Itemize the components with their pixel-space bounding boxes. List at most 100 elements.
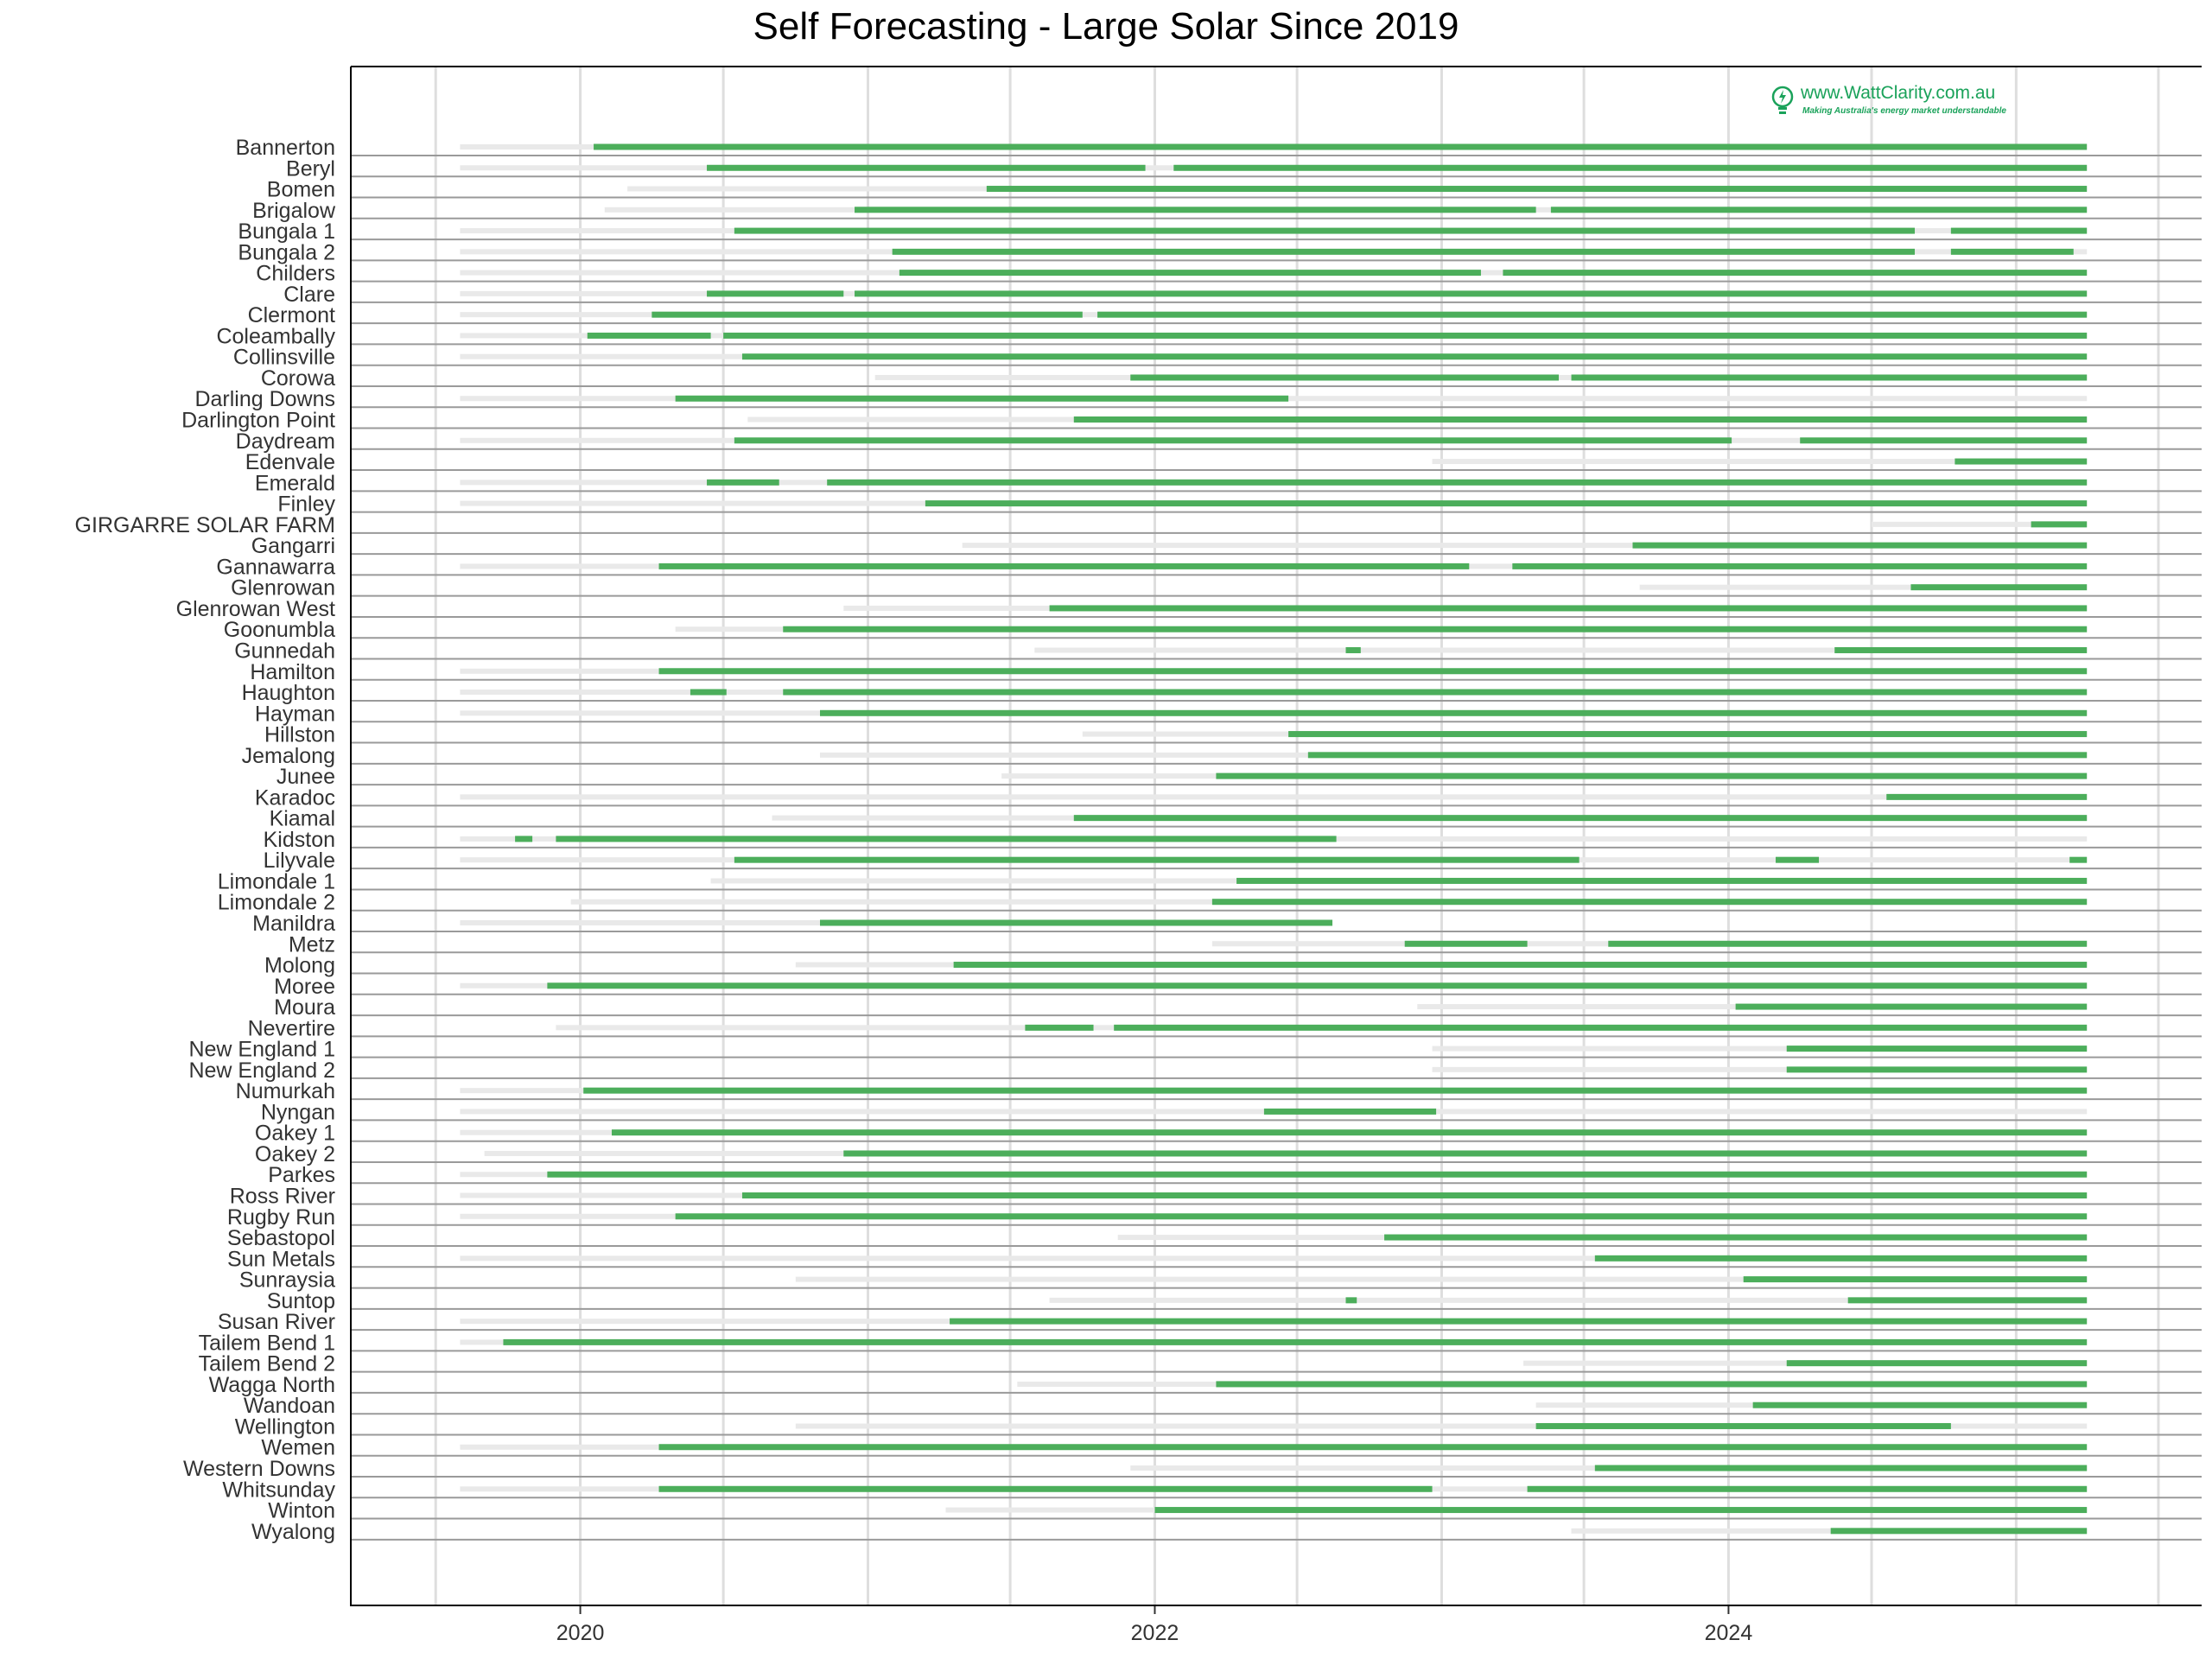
self-forecast-bar (583, 1087, 2088, 1094)
x-tick-label: 2020 (556, 1621, 605, 1645)
self-forecast-bar (658, 1485, 1433, 1492)
self-forecast-bar (820, 919, 1333, 926)
y-axis-label: Western Downs (183, 1457, 335, 1481)
self-forecast-bar (503, 1338, 2088, 1345)
y-axis-label: Brigalow (252, 199, 336, 223)
y-axis-label: Whitsunday (222, 1478, 335, 1502)
y-axis-label: Gunnedah (234, 639, 335, 663)
y-axis-label: Tailem Bend 2 (199, 1352, 335, 1376)
y-axis-label: Bomen (267, 178, 335, 202)
y-axis-label: Wandoan (244, 1394, 335, 1418)
y-axis-label: Bannerton (236, 136, 335, 160)
self-forecast-bar (1735, 1003, 2088, 1010)
self-forecast-bar (899, 270, 1481, 276)
y-axis-label: Susan River (218, 1310, 335, 1334)
x-tick-label: 2022 (1131, 1621, 1179, 1645)
y-axis-label: Childers (256, 262, 335, 286)
self-forecast-bar (827, 479, 2088, 486)
y-axis-label: Nyngan (261, 1100, 335, 1124)
y-axis-label: Kidston (264, 828, 335, 852)
self-forecast-bar (1345, 646, 1361, 653)
inactive-period-bar (795, 1423, 2088, 1429)
watermark-tagline: Making Australia's energy market underst… (1802, 106, 2006, 116)
y-axis-label: Manildra (252, 912, 335, 936)
self-forecast-bar (855, 207, 1536, 213)
self-forecast-bar (1384, 1234, 2088, 1241)
self-forecast-bar (2031, 521, 2088, 528)
y-axis-label: Darling Downs (194, 387, 335, 411)
self-forecast-bar (1216, 772, 2088, 779)
self-forecast-bar (820, 709, 2088, 716)
inactive-period-bar (795, 1276, 2088, 1282)
self-forecast-bar (783, 689, 2088, 696)
y-axis-label: Moura (274, 995, 335, 1020)
self-forecast-bar (741, 1192, 2088, 1198)
self-forecast-bar (1550, 207, 2088, 213)
y-axis-label: Nevertire (248, 1016, 335, 1040)
y-axis-label: Gannawarra (216, 555, 335, 579)
y-axis-label: Collinsville (233, 346, 335, 370)
self-forecast-bar (1955, 458, 2088, 465)
self-forecast-bar (723, 332, 2088, 339)
self-forecast-bar (1503, 270, 2088, 276)
y-axis-label: Wellington (235, 1414, 335, 1439)
self-forecast-bar (1571, 374, 2088, 381)
self-forecast-bar (547, 982, 2088, 989)
y-axis-label: Glenrowan (231, 576, 335, 601)
y-axis-label: Wagga North (209, 1373, 335, 1397)
y-axis-label: Suntop (267, 1289, 335, 1313)
y-axis-label: Parkes (268, 1163, 335, 1187)
self-forecast-bar (953, 962, 2088, 969)
self-forecast-bar (547, 1171, 2088, 1178)
self-forecast-bar (1535, 1422, 1951, 1429)
self-forecast-bar (675, 1213, 2088, 1220)
y-axis-label: New England 1 (188, 1038, 335, 1062)
y-axis-label: Molong (264, 954, 335, 978)
self-forecast-bar (707, 290, 844, 297)
y-axis-label: Daydream (236, 429, 335, 454)
y-axis-label: Moree (274, 975, 335, 999)
self-forecast-bar (1950, 248, 2074, 255)
y-axis-label: Clermont (248, 303, 335, 327)
self-forecast-bar (658, 1444, 2088, 1451)
self-forecast-bar (675, 395, 1289, 402)
self-forecast-bar (1910, 584, 2088, 591)
y-axis-label: Sun Metals (227, 1247, 335, 1271)
y-axis-label: Bungala 2 (238, 240, 335, 264)
self-forecast-bar (1752, 1402, 2088, 1408)
inactive-period-bar (1432, 1066, 2088, 1072)
self-forecast-bar (1288, 731, 2088, 738)
self-forecast-bar (1173, 164, 2088, 171)
self-forecast-bar (855, 290, 2088, 297)
y-axis-label: Edenvale (245, 450, 335, 474)
self-forecast-bar (1743, 1276, 2088, 1283)
watermark-url: www.WattClarity.com.au (1801, 83, 1996, 103)
inactive-period-bar (1049, 1297, 2088, 1303)
y-axis-label: Gangarri (251, 534, 335, 558)
y-axis-label: Winton (268, 1499, 335, 1523)
y-axis-label: Oakey 2 (255, 1142, 335, 1166)
y-axis-label: Numurkah (236, 1079, 335, 1103)
y-axis-label: Metz (289, 932, 335, 957)
self-forecast-bar (1097, 311, 2088, 318)
y-axis-label: Junee (276, 765, 335, 789)
self-forecast-bar (1847, 1297, 2088, 1304)
inactive-period-bar (1639, 584, 2088, 590)
chart-title: Self Forecasting - Large Solar Since 201… (753, 5, 1459, 48)
y-axis-label: Coleambally (216, 324, 335, 348)
self-forecast-bar (690, 689, 727, 696)
self-forecast-bar (734, 227, 1916, 234)
self-forecast-bar (1404, 940, 1528, 947)
self-forecast-bar (1345, 1297, 1357, 1304)
self-forecast-bar (1236, 877, 2088, 884)
y-axis-label: Corowa (261, 366, 335, 391)
y-axis-label: Hillston (264, 723, 335, 747)
inactive-period-bar (460, 794, 2088, 800)
self-forecast-bar (734, 437, 1732, 444)
y-axis-label: Limondale 1 (218, 869, 335, 893)
self-forecast-bar (658, 563, 1470, 569)
self-forecast-bar (843, 1150, 2088, 1157)
self-forecast-bar (986, 186, 2088, 193)
y-axis-label: Glenrowan West (176, 597, 335, 621)
self-forecast-bar (515, 836, 533, 842)
